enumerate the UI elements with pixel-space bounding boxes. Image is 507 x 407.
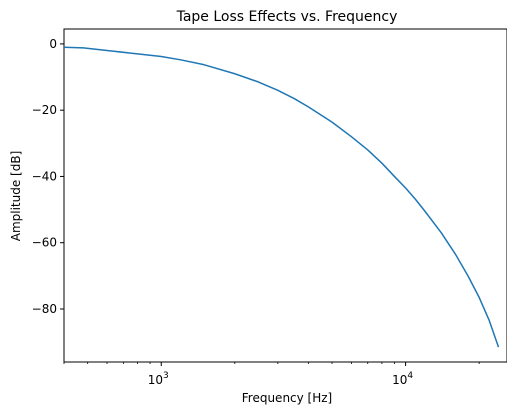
x-tick-label: 104: [392, 371, 413, 387]
y-axis-label: Amplitude [dB]: [9, 151, 23, 242]
y-tick-label: −80: [32, 302, 57, 316]
plot-frame: [63, 28, 507, 363]
x-axis: 103 104: [63, 362, 480, 387]
y-tick-label: −40: [32, 169, 57, 183]
y-tick-label: −60: [32, 236, 57, 250]
y-axis: 0 −20 −40 −60 −80: [32, 37, 64, 316]
x-tick-label: 103: [148, 371, 169, 387]
series-line: [63, 46, 500, 348]
x-axis-label: Frequency [Hz]: [242, 391, 333, 405]
y-tick-label: 0: [49, 37, 57, 51]
chart-title: Tape Loss Effects vs. Frequency: [176, 9, 398, 25]
plot-series: [63, 46, 500, 348]
y-tick-label: −20: [32, 103, 57, 117]
